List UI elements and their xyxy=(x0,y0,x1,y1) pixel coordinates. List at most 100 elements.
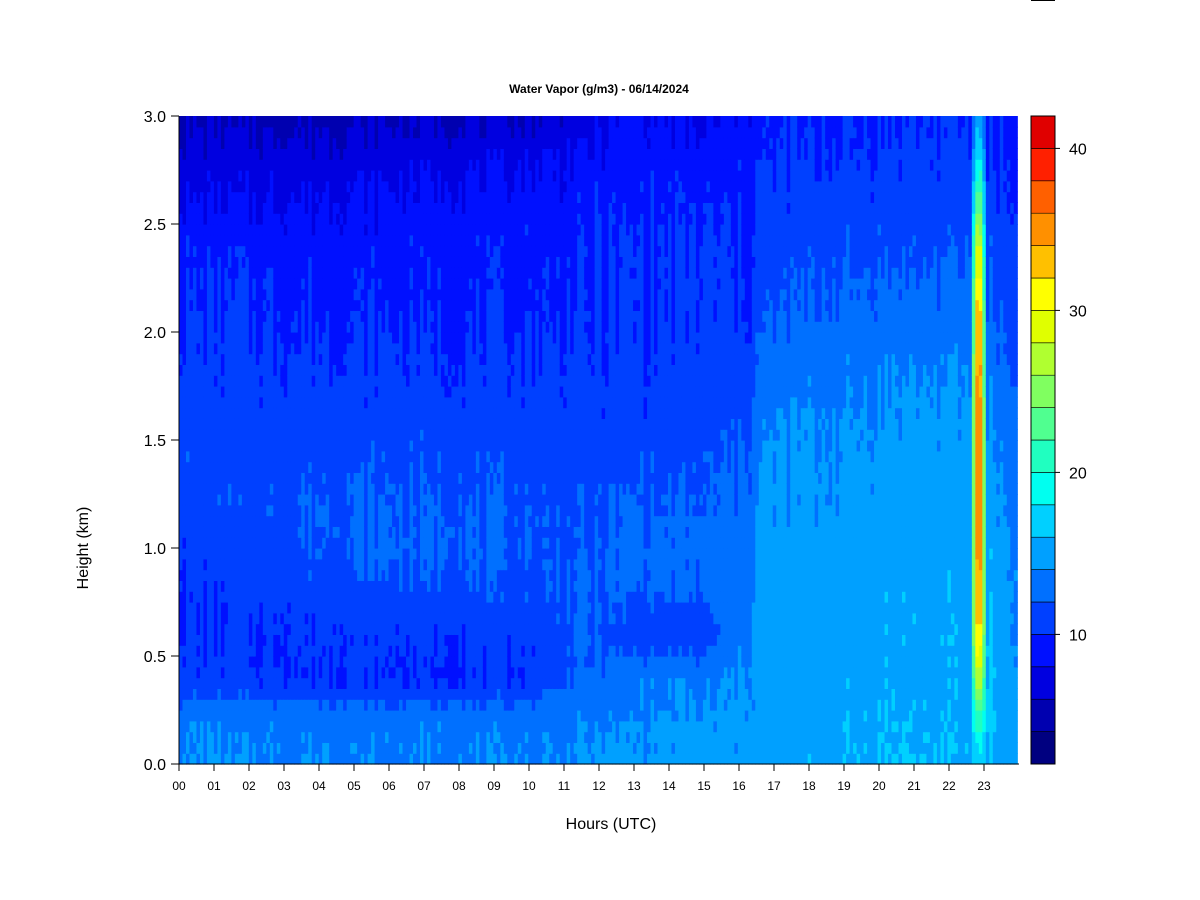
heatmap-cell xyxy=(315,224,320,236)
heatmap-cell xyxy=(364,299,369,311)
heatmap-cell xyxy=(385,159,390,171)
heatmap-cell xyxy=(447,558,453,571)
heatmap-cell xyxy=(287,699,292,711)
heatmap-cell xyxy=(283,202,288,214)
heatmap-cell xyxy=(192,515,198,527)
heatmap-cell xyxy=(465,137,470,149)
heatmap-cell xyxy=(206,245,212,257)
heatmap-cell xyxy=(290,213,295,225)
heatmap-cell xyxy=(325,602,330,614)
heatmap-cell xyxy=(406,688,411,700)
heatmap-cell xyxy=(262,407,267,419)
heatmap-cell xyxy=(234,483,239,495)
heatmap-cell xyxy=(273,429,278,441)
heatmap-cell xyxy=(440,623,446,635)
heatmap-cell xyxy=(325,170,330,182)
heatmap-cell xyxy=(465,548,470,560)
heatmap-cell xyxy=(437,602,442,614)
heatmap-cell xyxy=(350,645,355,657)
heatmap-cell xyxy=(416,116,421,128)
heatmap-cell xyxy=(444,191,449,203)
heatmap-cell xyxy=(189,504,194,517)
heatmap-cell xyxy=(447,688,453,700)
heatmap-cell xyxy=(192,148,198,160)
heatmap-cell xyxy=(416,202,421,214)
heatmap-cell xyxy=(430,256,435,268)
heatmap-cell xyxy=(371,126,376,139)
heatmap-cell xyxy=(231,450,236,463)
heatmap-cell xyxy=(399,202,404,214)
heatmap-cell xyxy=(304,645,309,657)
heatmap-cell xyxy=(437,688,442,700)
heatmap-cell xyxy=(248,310,253,322)
heatmap-cell xyxy=(269,256,274,268)
heatmap-cell xyxy=(413,483,418,495)
heatmap-cell xyxy=(255,720,260,733)
heatmap-cell xyxy=(276,472,281,484)
heatmap-cell xyxy=(308,515,313,527)
heatmap-cell xyxy=(444,126,449,139)
heatmap-cell xyxy=(318,656,323,668)
heatmap-cell xyxy=(203,548,208,560)
heatmap-cell xyxy=(301,558,306,571)
heatmap-cell xyxy=(325,731,330,743)
heatmap-cell xyxy=(367,137,372,149)
heatmap-cell xyxy=(416,634,421,646)
heatmap-cell xyxy=(447,731,453,743)
heatmap-cell xyxy=(266,623,271,635)
heatmap-cell xyxy=(185,342,191,355)
heatmap-cell xyxy=(189,202,194,214)
heatmap-cell xyxy=(336,159,341,171)
heatmap-cell xyxy=(294,224,299,236)
heatmap-cell xyxy=(367,342,372,355)
heatmap-cell xyxy=(402,731,407,743)
heatmap-cell xyxy=(440,494,446,506)
heatmap-cell xyxy=(283,418,288,430)
heatmap-cell xyxy=(437,569,442,581)
heatmap-cell xyxy=(273,288,278,301)
heatmap-cell xyxy=(269,731,274,743)
heatmap-cell xyxy=(385,720,390,733)
heatmap-cell xyxy=(395,720,400,733)
heatmap-cell xyxy=(395,461,400,473)
heatmap-cell xyxy=(332,429,337,441)
heatmap-cell xyxy=(409,396,414,409)
heatmap-cell xyxy=(269,483,274,495)
heatmap-cell xyxy=(360,407,365,419)
heatmap-cell xyxy=(311,213,316,225)
heatmap-cell xyxy=(206,656,212,668)
heatmap-cell xyxy=(381,234,386,247)
heatmap-cell xyxy=(447,202,453,214)
heatmap-cell xyxy=(437,612,442,625)
heatmap-cell xyxy=(458,450,463,463)
heatmap-cell xyxy=(413,602,418,614)
heatmap-cell xyxy=(234,116,239,128)
heatmap-cell xyxy=(461,623,466,635)
heatmap-cell xyxy=(392,332,397,344)
heatmap-cell xyxy=(343,710,348,722)
heatmap-cell xyxy=(388,353,393,365)
heatmap-cell xyxy=(447,666,453,679)
heatmap-cell xyxy=(280,710,285,722)
heatmap-cell xyxy=(210,180,215,193)
heatmap-cell xyxy=(189,288,194,301)
heatmap-cell xyxy=(392,602,397,614)
heatmap-cell xyxy=(213,461,219,473)
heatmap-cell xyxy=(192,342,198,355)
heatmap-cell xyxy=(346,224,351,236)
heatmap-cell xyxy=(385,332,390,344)
heatmap-cell xyxy=(371,116,376,128)
heatmap-cell xyxy=(332,612,337,625)
heatmap-cell xyxy=(402,591,407,603)
heatmap-cell xyxy=(430,321,435,333)
heatmap-cell xyxy=(437,148,442,160)
heatmap-cell xyxy=(182,548,187,560)
heatmap-cell xyxy=(416,407,421,419)
heatmap-cell xyxy=(350,245,355,257)
heatmap-cell xyxy=(357,645,362,657)
heatmap-cell xyxy=(308,591,313,603)
heatmap-cell xyxy=(255,504,260,517)
heatmap-cell xyxy=(385,310,390,322)
heatmap-cell xyxy=(315,170,320,182)
heatmap-cell xyxy=(444,656,449,668)
